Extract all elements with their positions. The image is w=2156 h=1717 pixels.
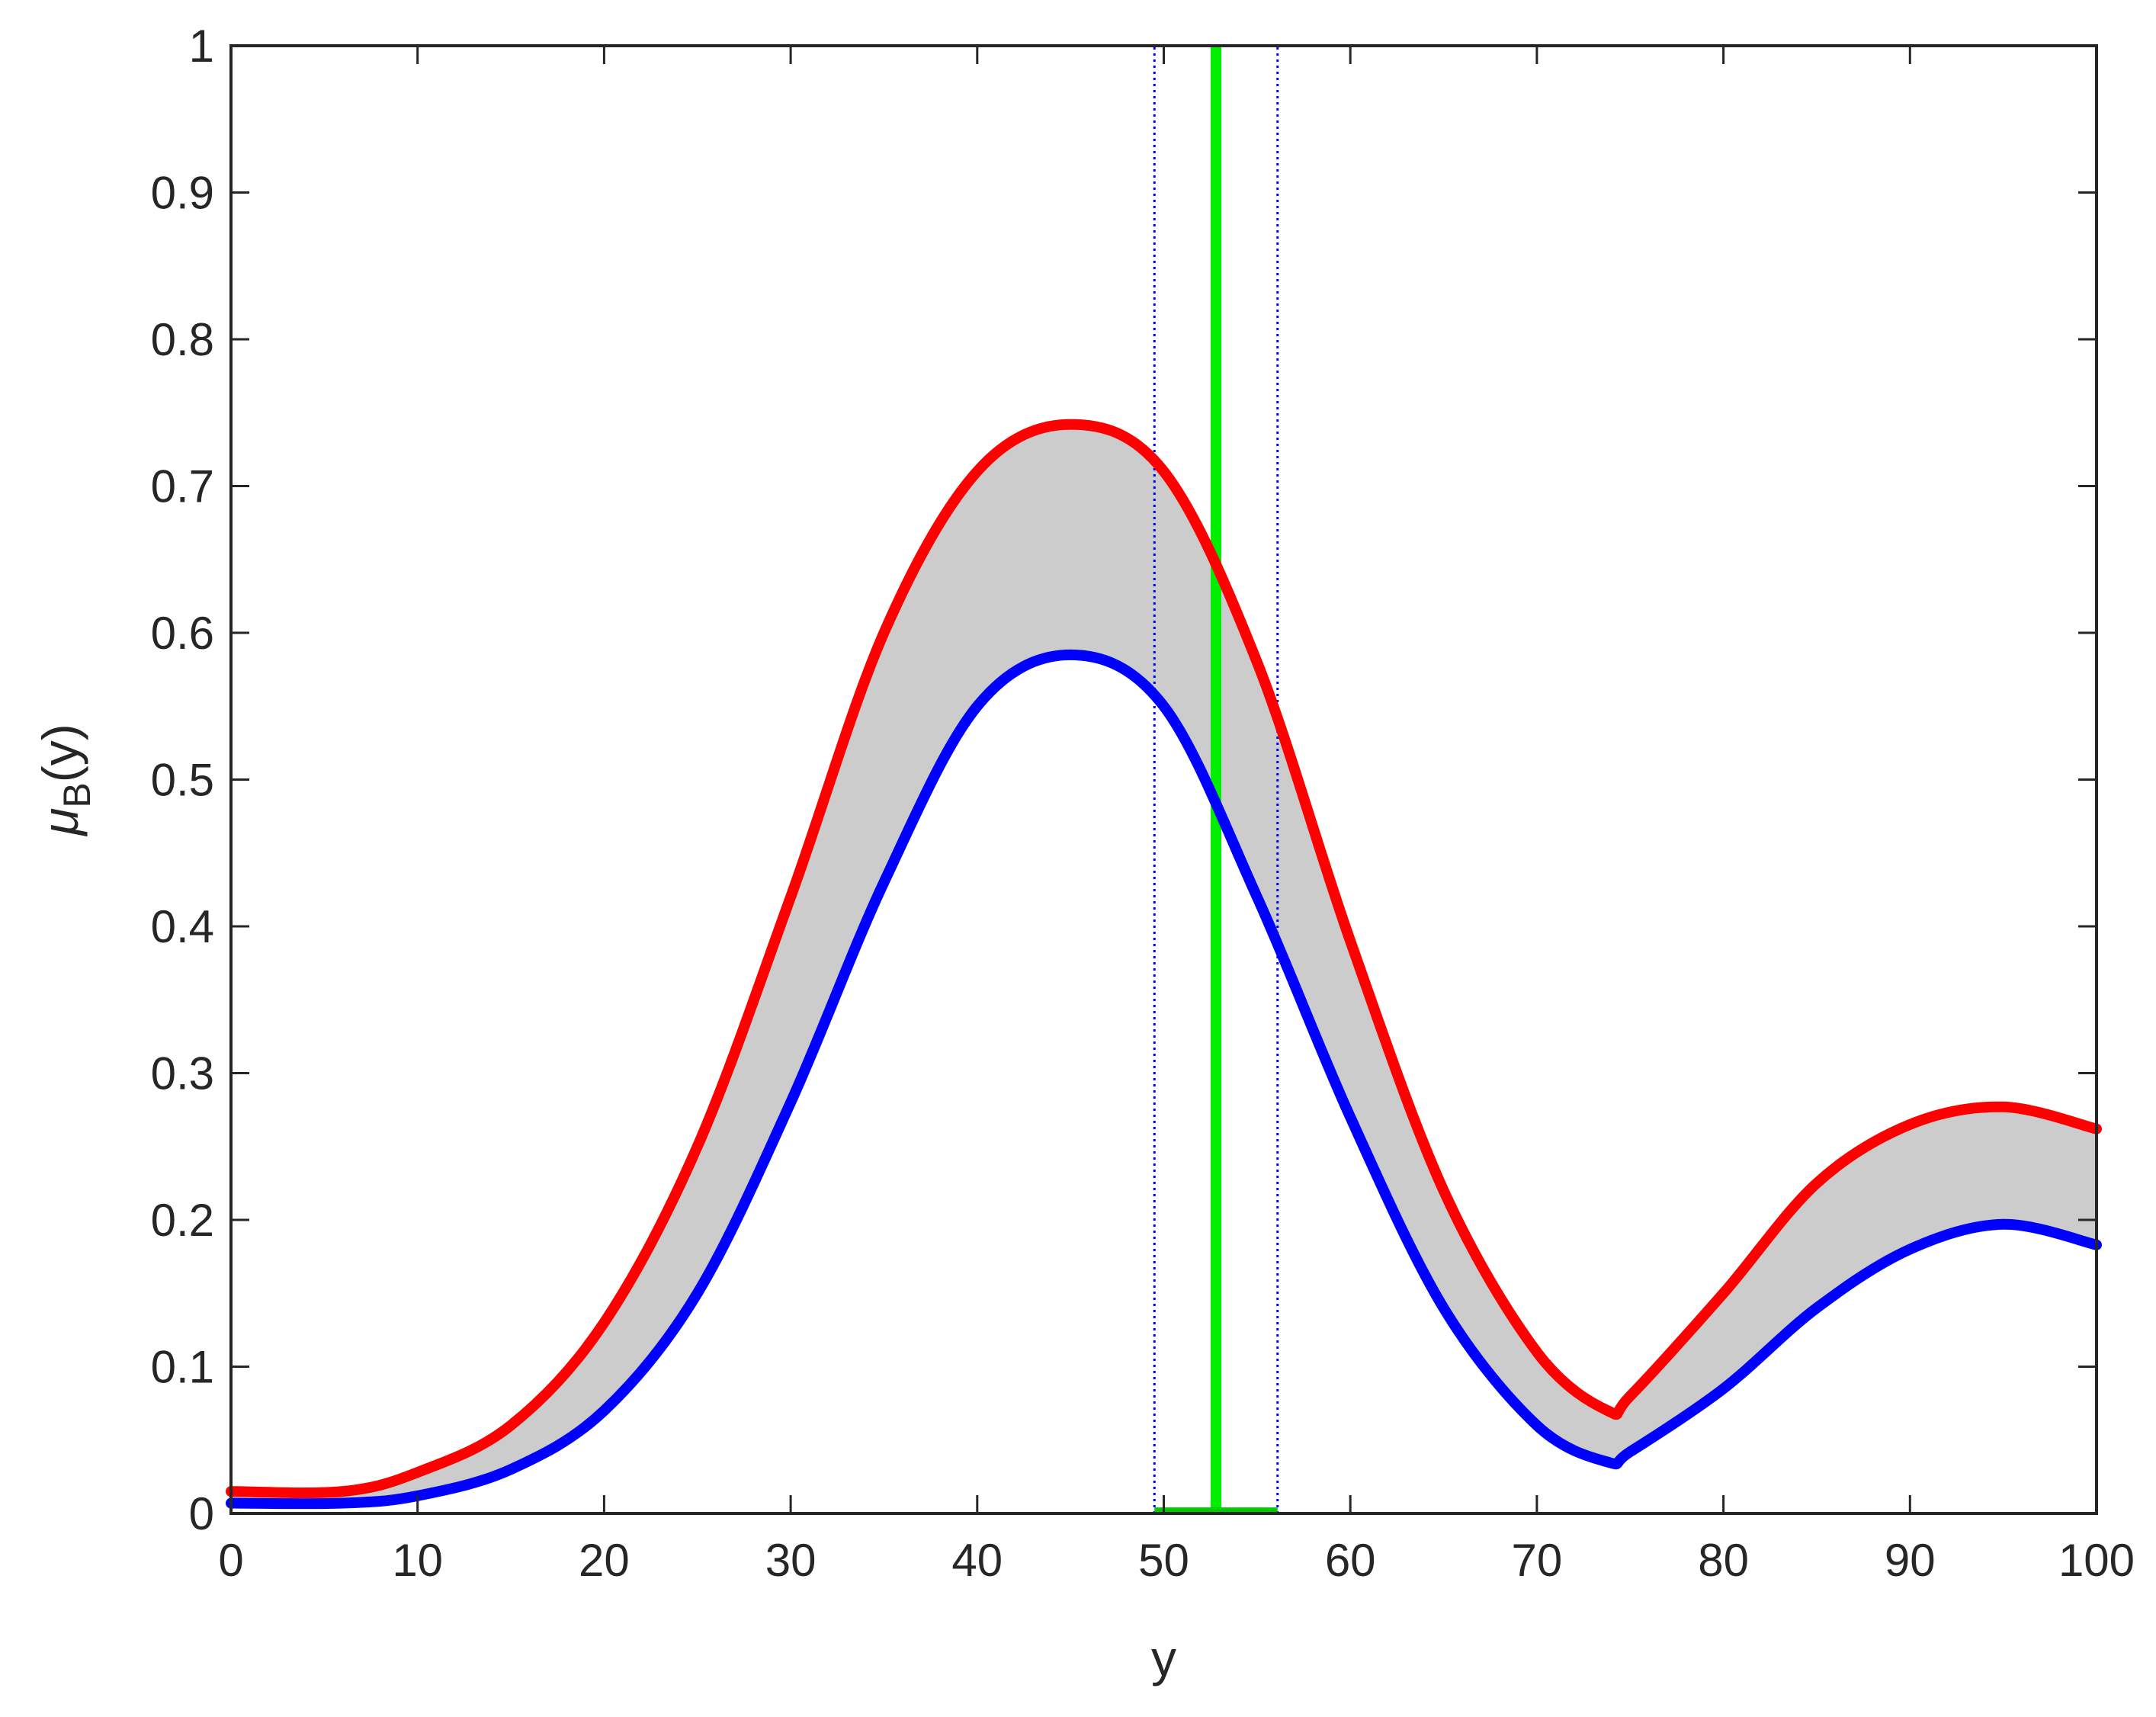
series-line-lower bbox=[226, 649, 2102, 1510]
y-tick-label: 0 bbox=[189, 1488, 214, 1539]
y-tick-label: 0.8 bbox=[151, 314, 214, 365]
x-tick-label: 70 bbox=[1512, 1535, 1563, 1586]
x-tick-label: 50 bbox=[1138, 1535, 1189, 1586]
x-tick-label: 0 bbox=[218, 1535, 243, 1586]
x-tick-label: 30 bbox=[765, 1535, 817, 1586]
x-tick-label: 90 bbox=[1885, 1535, 1936, 1586]
y-tick-label: 0.9 bbox=[151, 168, 214, 219]
y-tick-label: 0.2 bbox=[151, 1195, 214, 1246]
y-tick-label: 0.5 bbox=[151, 755, 214, 806]
y-axis-label-suffix: (y) bbox=[32, 724, 88, 782]
y-axis-label-main: μ bbox=[32, 808, 88, 837]
y-tick-label: 1 bbox=[189, 21, 214, 72]
uncertainty-band bbox=[231, 424, 2097, 1504]
series-line-upper bbox=[226, 419, 2102, 1498]
y-tick-label: 0.7 bbox=[151, 461, 214, 512]
y-tick-label: 0.4 bbox=[151, 901, 214, 952]
x-tick-label: 100 bbox=[2058, 1535, 2135, 1586]
y-axis-label: μB(y) bbox=[32, 724, 98, 837]
y-axis-label-subscript: B bbox=[56, 782, 98, 807]
y-tick-label: 0.1 bbox=[151, 1342, 214, 1393]
y-tick-label: 0.6 bbox=[151, 608, 214, 659]
y-tick-label: 0.3 bbox=[151, 1048, 214, 1099]
x-tick-label: 60 bbox=[1325, 1535, 1376, 1586]
plot-area bbox=[226, 46, 2102, 1514]
x-tick-label: 80 bbox=[1698, 1535, 1749, 1586]
x-tick-label: 20 bbox=[579, 1535, 630, 1586]
x-axis-label: y bbox=[1151, 1630, 1176, 1687]
axes: 0 10 20 30 40 50 60 70 80 90 100 0 0.1 0.2 0.3 0.4 0.5 0.… bbox=[151, 21, 2135, 1586]
x-tick-label: 40 bbox=[951, 1535, 1003, 1586]
x-tick-label: 10 bbox=[392, 1535, 443, 1586]
